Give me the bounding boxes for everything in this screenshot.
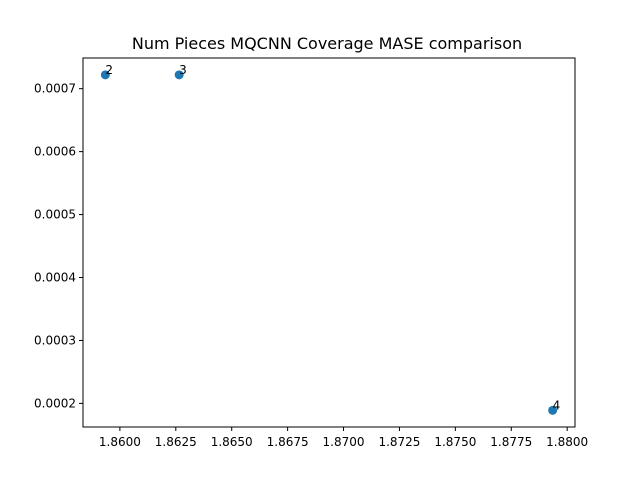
x-tick-label: 1.8675 (267, 435, 309, 449)
data-point (100, 70, 110, 80)
x-axis: 1.8600 1.8625 1.8650 1.8675 1.8700 1.8725 1.87… (99, 427, 588, 449)
chart-title: Num Pieces MQCNN Coverage MASE compariso… (132, 34, 522, 53)
x-tick-label: 1.8600 (99, 435, 141, 449)
y-axis: 0.0002 0.0003 0.0004 0.0005 0.0006 0.0007 (34, 82, 83, 410)
y-tick-label: 0.0002 (34, 396, 76, 410)
x-tick-label: 1.8800 (546, 435, 588, 449)
x-tick-label: 1.8625 (155, 435, 197, 449)
data-point-label: 3 (179, 63, 187, 77)
data-point (174, 70, 184, 80)
data-point (548, 405, 558, 415)
y-tick-label: 0.0005 (34, 208, 76, 222)
x-tick-label: 1.8700 (323, 435, 365, 449)
y-tick-label: 0.0007 (34, 82, 76, 96)
data-point-label: 2 (105, 63, 113, 77)
x-tick-label: 1.8775 (490, 435, 532, 449)
x-tick-label: 1.8750 (434, 435, 476, 449)
y-tick-label: 0.0003 (34, 333, 76, 347)
axes-frame (82, 57, 576, 428)
y-tick-label: 0.0006 (34, 145, 76, 159)
y-tick-label: 0.0004 (34, 271, 76, 285)
data-point-label: 4 (553, 398, 561, 412)
x-tick-label: 1.8725 (378, 435, 420, 449)
x-tick-label: 1.8650 (211, 435, 253, 449)
plot-area: 2 3 4 (100, 63, 561, 415)
